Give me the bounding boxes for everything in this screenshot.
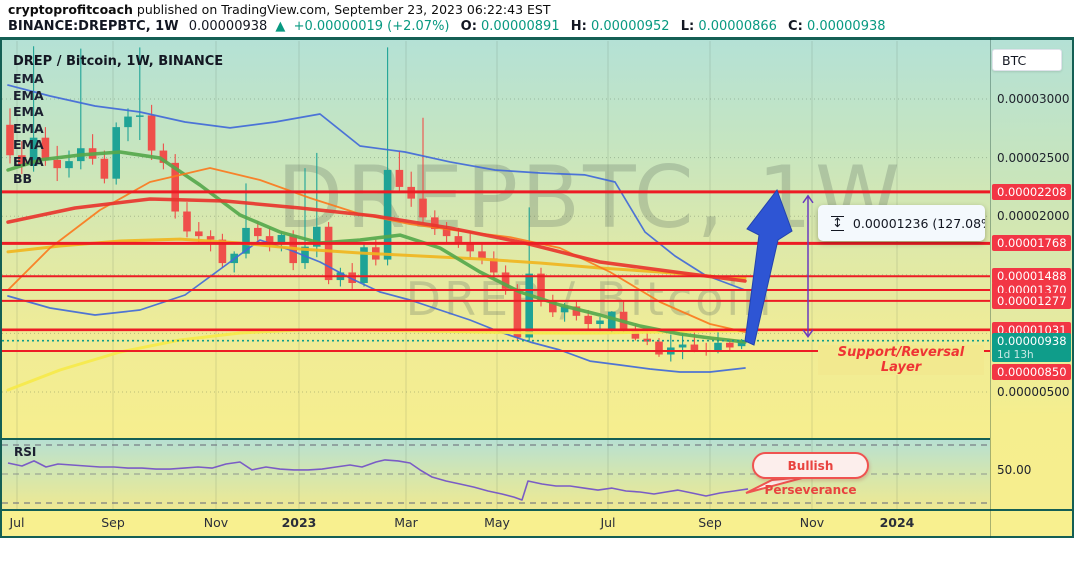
measure-value: 0.00001236 (127.08%), 1: [852, 215, 985, 231]
time-axis[interactable]: [0, 510, 990, 538]
price-tick-label: 0.00003000: [997, 92, 1070, 106]
time-tick-label: Sep: [698, 515, 722, 530]
scale-separator[interactable]: [990, 38, 991, 538]
time-tick-label: Sep: [101, 515, 125, 530]
price-level-badge: 0.00000850: [992, 363, 1071, 380]
symbol-title: BINANCE:DREPBTC, 1W: [8, 19, 179, 34]
currency-toggle-button[interactable]: BTC: [992, 49, 1062, 71]
indicator-label-ema-3[interactable]: EMA: [13, 120, 44, 136]
price-level-badge: 0.00001768: [992, 235, 1071, 252]
price-tick-label: 0.00000500: [997, 385, 1070, 399]
support-reversal-label[interactable]: Support/Reversal Layer: [818, 345, 984, 375]
current-price-badge: 0.00000938 1d 13h: [992, 332, 1071, 362]
time-tick-label: Jul: [600, 515, 616, 530]
close-value: 0.00000938: [806, 19, 886, 34]
measure-icon: ↕: [831, 215, 844, 231]
scale-corner: [990, 510, 1074, 538]
open-label: O:: [460, 19, 477, 34]
time-tick-label: Nov: [203, 515, 229, 530]
chart-bottom-border: [0, 536, 1074, 538]
chart-right-border: [1072, 37, 1074, 538]
indicator-label-ema-4[interactable]: EMA: [13, 137, 44, 153]
high-label: H:: [570, 19, 587, 34]
last-price: 0.00000938: [188, 19, 268, 34]
pane-title: DREP / Bitcoin, 1W, BINANCE: [13, 54, 224, 69]
time-tick-label: 2024: [879, 515, 915, 530]
indicator-label-ema-5[interactable]: EMA: [13, 154, 44, 169]
bullish-perseverance-callout[interactable]: Bullish Perseverance: [752, 452, 869, 497]
high-value: 0.00000952: [590, 19, 670, 34]
indicator-label-ema-0[interactable]: EMA: [13, 71, 44, 86]
time-tick-label: Nov: [799, 515, 825, 530]
time-tick-label: Mar: [394, 515, 418, 530]
pane-separator[interactable]: [0, 438, 990, 440]
publish-caption: cryptoprofitcoach published on TradingVi…: [8, 2, 551, 17]
footer: TradingView: [0, 538, 1074, 576]
open-value: 0.00000891: [481, 19, 560, 34]
symbol-status-row: BINANCE:DREPBTC, 1W 0.00000938 ▲ +0.0000…: [8, 19, 886, 34]
time-tick-label: 2023: [281, 515, 317, 530]
time-tick-label: Jul: [9, 515, 25, 530]
rsi-scale-label: 50.00: [997, 463, 1032, 477]
price-level-badge: 0.00001277: [992, 292, 1071, 309]
measure-tooltip: ↕ 0.00001236 (127.08%), 1: [818, 205, 985, 241]
low-label: L:: [680, 19, 695, 34]
indicator-label-ema-1[interactable]: EMA: [13, 87, 44, 103]
price-level-badge: 0.00002208: [992, 183, 1071, 200]
rsi-indicator-label: RSI: [14, 445, 37, 459]
time-tick-label: May: [484, 515, 510, 530]
publish-info: published on TradingView.com, September …: [132, 2, 551, 17]
price-tick-label: 0.00002500: [997, 150, 1070, 165]
author-name: cryptoprofitcoach: [8, 2, 133, 17]
price-level-badge: 0.00001488: [992, 268, 1071, 285]
indicator-label-bb-6[interactable]: BB: [13, 170, 33, 186]
axis-top-border: [0, 509, 1074, 511]
price-tick-label: 0.00002000: [997, 209, 1070, 224]
chart-left-border: [0, 37, 2, 538]
chart-top-border: [0, 37, 1074, 40]
up-triangle-icon: ▲: [275, 19, 286, 34]
bar-countdown: 1d 13h: [997, 348, 1034, 361]
price-change: +0.00000019 (+2.07%): [293, 19, 450, 34]
indicator-label-ema-2[interactable]: EMA: [13, 104, 44, 120]
close-label: C:: [788, 19, 803, 34]
low-value: 0.00000866: [698, 19, 777, 34]
